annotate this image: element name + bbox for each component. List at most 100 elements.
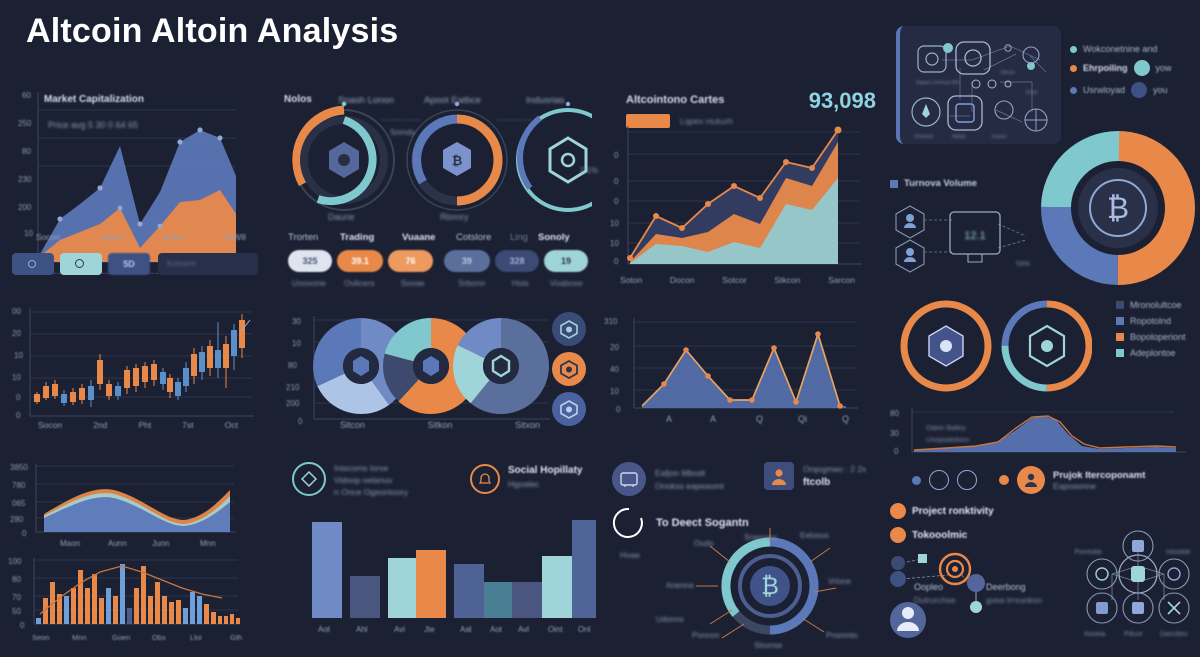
network-inner-label: Cltrure [1000, 70, 1015, 76]
hex-label: Istooble [1166, 549, 1191, 556]
xlabel: Ahl [356, 625, 368, 634]
badge-hexagon-blue2[interactable] [552, 392, 586, 426]
secondary-text-block: Deerbong gvea trrvunkon [986, 582, 1042, 605]
altcoin-big-value: 93,098 [808, 88, 876, 113]
gauge-2-track [406, 109, 508, 211]
xlabel: Oct [224, 420, 238, 430]
pill-badge[interactable]: 19 [544, 250, 588, 272]
node-dot [891, 556, 905, 570]
control-chip-3[interactable]: 5D [108, 253, 150, 275]
legend-item: Ropotolnd [1116, 316, 1186, 326]
pill-badge[interactable]: 39 [443, 250, 490, 272]
ytick: 200 [18, 203, 32, 212]
ytick: 0 [16, 393, 21, 402]
teal-node [943, 43, 953, 53]
ytick: 70 [12, 593, 21, 602]
xlabel: Avl [518, 625, 529, 634]
ytick: 60 [22, 91, 31, 100]
xlabel: Q [842, 414, 849, 424]
xlabel: A [666, 414, 672, 424]
market-cap-controls[interactable]: 5D Kolsane [12, 253, 258, 275]
hex-label: Dancbes [1160, 631, 1188, 638]
pill-caption: Voabose [549, 278, 583, 288]
badge-hexagon-blue[interactable] [552, 312, 586, 346]
ytick: 10 [292, 339, 301, 348]
area-markers [57, 127, 223, 229]
pill-badge[interactable]: 325 [288, 250, 332, 272]
bars-icon2-title: Social Hopillaty [508, 465, 583, 476]
ytick: 0 [22, 529, 27, 538]
pill-badge[interactable]: 76 [388, 250, 433, 272]
hex-label: Pomtobe [1074, 549, 1102, 556]
control-search-text: Kolsane [167, 259, 196, 268]
bars-icon1-title: Iniscoms lorxe [334, 463, 389, 473]
turnover-legend: Turnova Volume [890, 178, 977, 189]
ytick: 0 [298, 417, 303, 426]
loading-spinner-icon [612, 506, 646, 540]
xlabel: JFW8 [223, 232, 246, 242]
ytick: 40 [610, 365, 619, 374]
gauge-caption-left: Daune [328, 212, 355, 222]
legend-dot-blue [912, 475, 921, 485]
ytick: 0 [614, 151, 619, 160]
ytick: 210 [286, 383, 300, 392]
bar [388, 558, 418, 618]
hub-ring-sub: Hvae [620, 550, 640, 560]
xlabel: Gth [230, 633, 242, 642]
ytick: 80 [288, 361, 297, 370]
donut-row-panel: 30 10 80 210 200 0 [284, 306, 594, 451]
gauge-3-arc-blue [517, 115, 542, 190]
control-search-field[interactable]: Kolsane [158, 253, 258, 275]
pill-badge[interactable]: 328 [495, 250, 539, 272]
xlabel: Q [756, 414, 763, 424]
secondary-title: Deerbong [986, 582, 1026, 592]
network-inner-label: Omtoout [914, 134, 934, 140]
ring-charts-svg [900, 300, 1093, 392]
legend-label: Adeplontoe [1130, 348, 1176, 358]
hub-icon-item-1: Eafjon Mbodt Onokss eapeaomt [612, 462, 724, 496]
hex-label: Asoeia [1084, 631, 1106, 638]
hub-spoke-label: Srwmons [744, 533, 777, 542]
distribution-panel: 80 30 0 Oalon Balley Unepoatoloco [886, 402, 1198, 464]
ytick: 200 [286, 399, 300, 408]
hex-node-top [1122, 530, 1154, 562]
network-inner-label: Erhel [1026, 90, 1038, 96]
hub-panel: Eafjon Mbodt Onokss eapeaomt Orqogmeo : … [604, 458, 890, 654]
hub-ring-item: To Deect Sogantn [612, 506, 749, 540]
xlabel: Oint [548, 625, 563, 634]
hub-icon1-sub: Onokss eapeaomt [655, 480, 724, 491]
control-chip-1[interactable] [12, 253, 54, 275]
bars-icon1-sub1: Vidoop oelanuv [334, 475, 393, 485]
spike-area-panel: 310 20 40 10 0 A A Q Qi Q [598, 306, 884, 451]
badge-hexagon-orange[interactable] [552, 352, 586, 386]
altcoin-legend-swatch [626, 114, 670, 128]
candles [34, 314, 245, 407]
legend-item: Mronolultcoe [1116, 300, 1186, 310]
hub-ring-title: To Deect Sogantn [656, 517, 749, 529]
distribution-fill [914, 416, 1176, 452]
bars-icon1-sub2: n Once Ogeontoory [334, 487, 409, 497]
control-chip-2[interactable] [60, 253, 102, 275]
pill-caption: Ovlicers [343, 278, 375, 288]
profile-node-diagram [890, 552, 985, 638]
smooth-area-blue [44, 497, 230, 532]
xlabel: Socin [162, 232, 184, 242]
clock-icon [28, 260, 36, 268]
donut-side-badges [552, 312, 586, 426]
market-cap-panel: 60 250 80 230 200 10 0 Socon Ja [4, 84, 266, 280]
ytick: 30 [292, 317, 301, 326]
hub-arc-teal [721, 537, 771, 617]
pill-badge[interactable]: 39.1 [337, 250, 384, 272]
xlabel: Junn [152, 539, 169, 548]
hub-spoke-label: Anenna [666, 581, 694, 590]
donut-3 [453, 318, 549, 414]
xlabel: Socon [38, 420, 63, 430]
gauges-panel: Nolos Spash Lonon Apoot Eatbce Indusrias… [282, 86, 592, 226]
ring-2-teal [1001, 300, 1093, 392]
hexagon-icon [895, 205, 925, 239]
xlabel: Avi [394, 625, 405, 634]
ytick: 0 [16, 411, 21, 420]
xlabel: Aot [318, 625, 331, 634]
xlabel: Docon [669, 275, 695, 285]
xlabel: Maon [60, 539, 80, 548]
